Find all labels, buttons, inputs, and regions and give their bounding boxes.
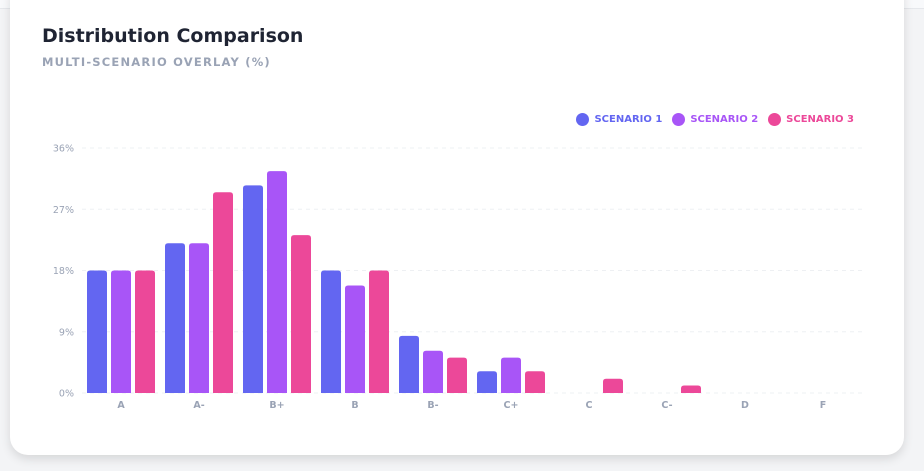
x-tick-label: C bbox=[586, 400, 593, 411]
bar-scenario-2-C+ bbox=[501, 357, 521, 393]
y-tick-label: 9% bbox=[59, 327, 74, 338]
bar-scenario-3-C+ bbox=[525, 371, 545, 393]
legend-item-scenario-1[interactable]: SCENARIO 1 bbox=[576, 113, 662, 126]
bar-scenario-1-A- bbox=[165, 243, 185, 393]
legend-swatch bbox=[576, 113, 590, 126]
x-tick-label: F bbox=[820, 400, 827, 411]
x-tick-label: B bbox=[351, 400, 358, 411]
bar-scenario-3-B bbox=[369, 270, 389, 393]
bar-scenario-2-A- bbox=[189, 243, 209, 393]
bar-scenario-2-A bbox=[111, 270, 131, 393]
y-tick-label: 27% bbox=[53, 205, 74, 216]
bar-scenario-3-A bbox=[135, 270, 155, 393]
x-tick-label: B- bbox=[427, 400, 438, 411]
y-tick-label: 0% bbox=[59, 389, 74, 400]
bar-scenario-2-B- bbox=[423, 350, 443, 393]
chart-subtitle: MULTI-SCENARIO OVERLAY (%) bbox=[42, 55, 271, 69]
bar-scenario-2-B+ bbox=[267, 171, 287, 393]
chart-title: Distribution Comparison bbox=[42, 25, 304, 47]
x-tick-label: C- bbox=[661, 400, 672, 411]
bar-scenario-3-B+ bbox=[291, 235, 311, 393]
bar-scenario-3-C- bbox=[681, 385, 701, 393]
legend-swatch bbox=[768, 113, 782, 126]
bar-scenario-3-A- bbox=[213, 192, 233, 393]
bar-scenario-3-C bbox=[603, 378, 623, 393]
bar-scenario-1-B- bbox=[399, 335, 419, 393]
x-tick-label: B+ bbox=[269, 400, 284, 411]
y-tick-label: 18% bbox=[53, 266, 74, 277]
x-tick-label: D bbox=[741, 400, 749, 411]
bar-scenario-1-B+ bbox=[243, 185, 263, 393]
legend: SCENARIO 1 SCENARIO 2 SCENARIO 3 bbox=[576, 113, 854, 126]
legend-label: SCENARIO 1 bbox=[594, 114, 663, 125]
legend-item-scenario-2[interactable]: SCENARIO 2 bbox=[672, 113, 758, 126]
bar-scenario-3-B- bbox=[447, 357, 467, 393]
legend-swatch bbox=[672, 113, 686, 126]
bar-scenario-1-C+ bbox=[477, 371, 497, 393]
bar-scenario-1-B bbox=[321, 270, 341, 393]
y-tick-label: 36% bbox=[53, 144, 74, 155]
bar-scenario-1-A bbox=[87, 270, 107, 393]
legend-label: SCENARIO 2 bbox=[690, 114, 759, 125]
bar-scenario-2-B bbox=[345, 285, 365, 393]
legend-label: SCENARIO 3 bbox=[786, 114, 854, 125]
legend-item-scenario-3[interactable]: SCENARIO 3 bbox=[768, 113, 854, 126]
x-tick-label: C+ bbox=[504, 400, 519, 411]
x-tick-label: A- bbox=[193, 400, 204, 411]
x-tick-label: A bbox=[117, 400, 125, 411]
